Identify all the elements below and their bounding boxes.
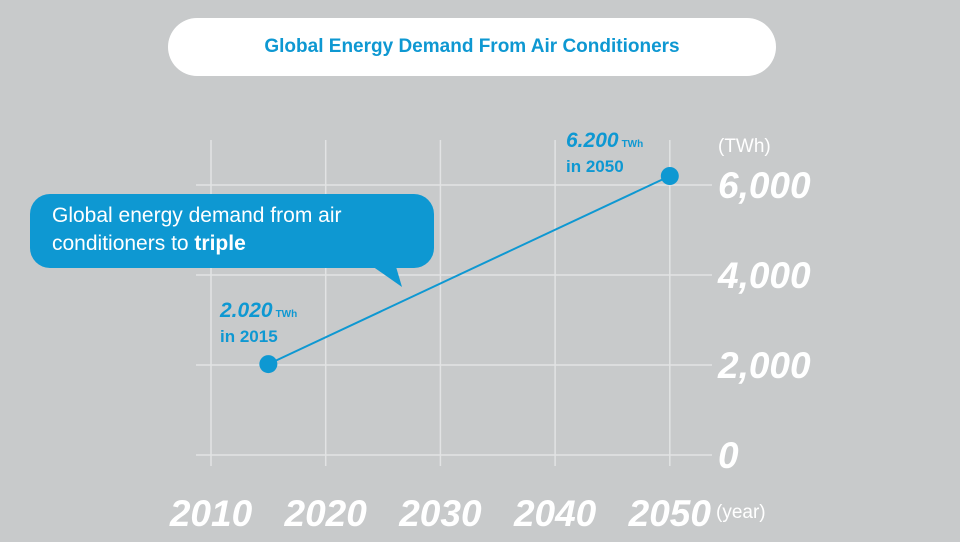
x-tick-label: 2020	[284, 493, 368, 534]
y-tick-label: 6,000	[718, 165, 811, 206]
annotation-label: in 2050	[566, 157, 624, 176]
x-tick-label: 2050	[628, 493, 712, 534]
x-tick-label: 2040	[513, 493, 597, 534]
x-tick-label: 2030	[398, 493, 482, 534]
callout-text: Global energy demand from air conditione…	[52, 204, 342, 255]
data-point	[660, 167, 679, 185]
chart-title-pill: Global Energy Demand From Air Conditione…	[168, 18, 776, 76]
y-tick-label: 2,000	[717, 345, 811, 386]
y-axis-unit: (TWh)	[718, 136, 771, 157]
annotation-2015: 2.020 TWh in 2015	[220, 300, 297, 348]
callout-bubble: Global energy demand from air conditione…	[30, 194, 434, 268]
series-line	[267, 175, 671, 366]
data-point	[259, 355, 278, 374]
annotation-2050: 6.200 TWh in 2050	[566, 130, 643, 178]
annotation-value: 2.020	[220, 299, 273, 322]
callout-emphasis: triple	[194, 232, 246, 255]
annotation-value: 6.200	[566, 129, 619, 152]
y-tick-label: 4,000	[717, 255, 811, 296]
x-tick-label: 2010	[169, 493, 253, 534]
chart-title: Global Energy Demand From Air Conditione…	[264, 36, 680, 57]
y-tick-label: 0	[718, 435, 739, 476]
annotation-label: in 2015	[220, 327, 278, 346]
annotation-unit: TWh	[621, 139, 644, 150]
x-axis-unit: (year)	[716, 502, 766, 523]
annotation-unit: TWh	[275, 309, 298, 320]
